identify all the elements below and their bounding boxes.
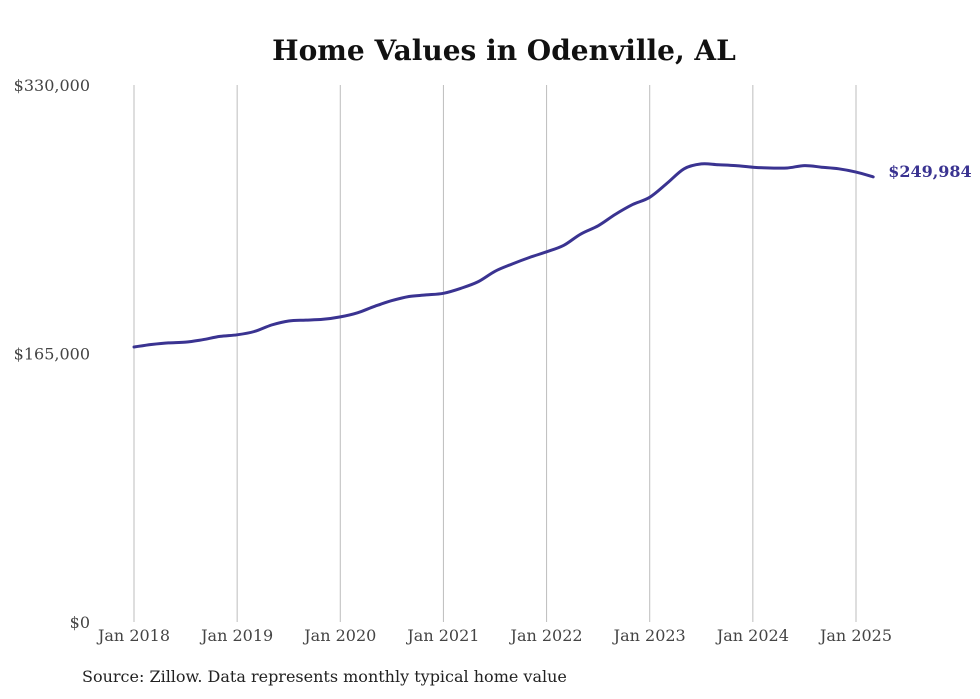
x-tick-label: Jan 2022 [509, 626, 583, 645]
x-tick-label: Jan 2019 [199, 626, 273, 645]
series-group: $249,984 [132, 162, 972, 349]
x-tick-label: Jan 2020 [302, 626, 376, 645]
chart-title: Home Values in Odenville, AL [272, 34, 736, 67]
source-note: Source: Zillow. Data represents monthly … [82, 667, 567, 686]
series-line [132, 162, 875, 349]
y-tick-label: $165,000 [14, 345, 90, 364]
x-tick-label: Jan 2021 [405, 626, 479, 645]
y-tick-label: $330,000 [14, 76, 90, 95]
y-tick-label: $0 [70, 613, 90, 632]
x-axis: Jan 2018 Jan 2019 Jan 2020 Jan 2021 Jan 2022… [96, 626, 892, 645]
x-tick-label: Jan 2024 [715, 626, 789, 645]
end-value-label: $249,984 [888, 162, 972, 181]
x-tick-label: Jan 2018 [96, 626, 170, 645]
gridlines [133, 85, 857, 622]
x-tick-label: Jan 2023 [612, 626, 686, 645]
x-tick-label: Jan 2025 [818, 626, 892, 645]
y-axis: $0 $165,000 $330,000 [14, 76, 90, 632]
